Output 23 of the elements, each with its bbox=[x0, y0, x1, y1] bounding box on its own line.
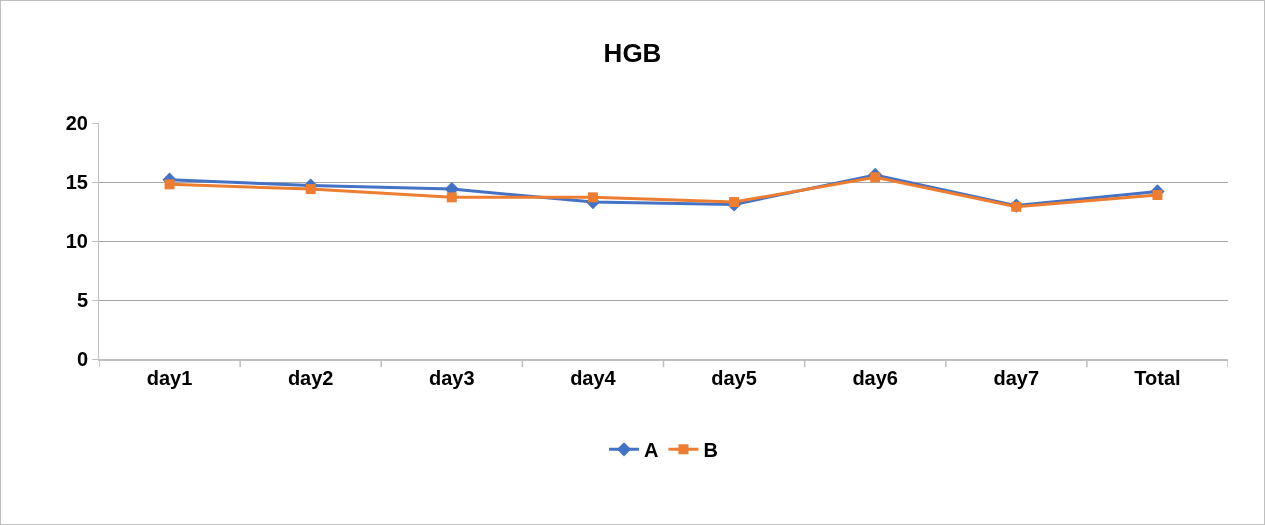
legend-label: A bbox=[644, 439, 659, 462]
legend-label: B bbox=[703, 439, 718, 462]
point bbox=[587, 192, 598, 203]
x-tick-label: Total bbox=[1134, 366, 1181, 389]
chart-title: HGB bbox=[603, 38, 662, 69]
y-tick-label: 10 bbox=[65, 230, 88, 252]
y-tick-label: 20 bbox=[65, 112, 88, 134]
x-tick-label: day3 bbox=[429, 366, 475, 389]
x-tick-label: day2 bbox=[287, 366, 334, 389]
point bbox=[870, 172, 881, 183]
x-tick-label: day6 bbox=[852, 366, 898, 389]
point bbox=[305, 184, 316, 195]
point bbox=[729, 197, 740, 208]
y-tick-label: 15 bbox=[65, 171, 88, 193]
x-tick-label: day1 bbox=[146, 366, 193, 389]
point bbox=[1152, 189, 1163, 200]
point bbox=[164, 179, 175, 190]
point bbox=[446, 192, 457, 203]
x-tick-label: day7 bbox=[993, 366, 1040, 389]
x-tick-label: day5 bbox=[711, 366, 757, 389]
y-tick-label: 5 bbox=[76, 289, 88, 311]
x-tick-label: day4 bbox=[570, 366, 617, 389]
y-tick-label: 0 bbox=[76, 348, 88, 370]
